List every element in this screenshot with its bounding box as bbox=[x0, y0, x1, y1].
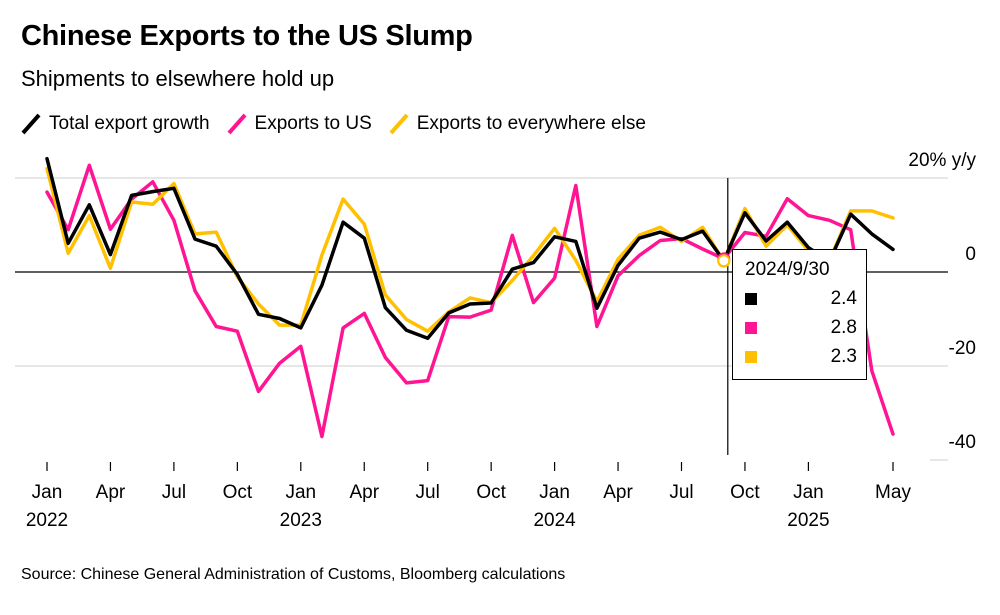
legend-swatch-total bbox=[21, 113, 41, 135]
tooltip-date: 2024/9/30 bbox=[745, 259, 830, 280]
x-tick-label: Jul bbox=[416, 482, 440, 503]
x-year-label: 2025 bbox=[787, 510, 829, 531]
legend-item-us[interactable]: Exports to US bbox=[227, 113, 372, 135]
legend-swatch-us bbox=[227, 113, 247, 135]
tooltip-swatch-us bbox=[745, 322, 757, 334]
x-year-label: 2023 bbox=[280, 510, 322, 531]
tooltip-row-elsewhere: 2.3 bbox=[745, 346, 857, 368]
x-year-label: 2024 bbox=[533, 510, 576, 531]
y-tick-label: 20% y/y bbox=[908, 150, 976, 171]
legend-swatch-elsewhere bbox=[389, 113, 409, 135]
legend-label-us: Exports to US bbox=[254, 113, 372, 134]
x-year-label: 2022 bbox=[26, 510, 68, 531]
x-tick-label: Apr bbox=[603, 482, 633, 503]
x-tick-label: Apr bbox=[349, 482, 379, 503]
x-tick-label: Jul bbox=[669, 482, 693, 503]
marker-total bbox=[717, 254, 731, 268]
tooltip-swatch-elsewhere bbox=[745, 351, 757, 363]
line-total-export-growth[interactable] bbox=[45, 156, 895, 341]
tooltip-value-us: 2.8 bbox=[830, 317, 857, 338]
legend-label-elsewhere: Exports to everywhere else bbox=[416, 113, 646, 134]
tooltip-row-us: 2.8 bbox=[745, 317, 857, 339]
x-tick-label: Jul bbox=[162, 482, 186, 503]
x-tick-label: Apr bbox=[96, 482, 126, 503]
y-tick-label: 0 bbox=[965, 244, 976, 265]
x-tick-label: Jan bbox=[285, 482, 316, 503]
source-note: Source: Chinese General Administration o… bbox=[21, 566, 566, 583]
y-tick-label: -20 bbox=[949, 338, 976, 359]
tooltip-value-total: 2.4 bbox=[830, 288, 857, 309]
x-tick-label: Jan bbox=[539, 482, 570, 503]
chart-subtitle: Shipments to elsewhere hold up bbox=[21, 66, 335, 91]
legend-item-elsewhere[interactable]: Exports to everywhere else bbox=[389, 113, 646, 135]
legend-item-total[interactable]: Total export growth bbox=[21, 113, 210, 135]
x-tick-label: Oct bbox=[730, 482, 760, 503]
x-tick-label: May bbox=[875, 482, 911, 503]
line-exports-to-us[interactable] bbox=[45, 163, 895, 439]
legend-label-total: Total export growth bbox=[49, 113, 210, 134]
tooltip-swatch-total bbox=[745, 293, 757, 305]
y-tick-label: -40 bbox=[949, 432, 976, 453]
x-tick-label: Jan bbox=[793, 482, 824, 503]
tooltip-value-elsewhere: 2.3 bbox=[830, 346, 857, 367]
tooltip: 2024/9/30 2.4 2.8 2.3 bbox=[732, 249, 867, 380]
tooltip-row-total: 2.4 bbox=[745, 288, 857, 310]
x-tick-label: Oct bbox=[476, 482, 506, 503]
chart-title: Chinese Exports to the US Slump bbox=[21, 20, 473, 52]
legend: Total export growth Exports to US Export… bbox=[21, 110, 663, 138]
x-tick-label: Oct bbox=[223, 482, 253, 503]
x-tick-label: Jan bbox=[32, 482, 63, 503]
